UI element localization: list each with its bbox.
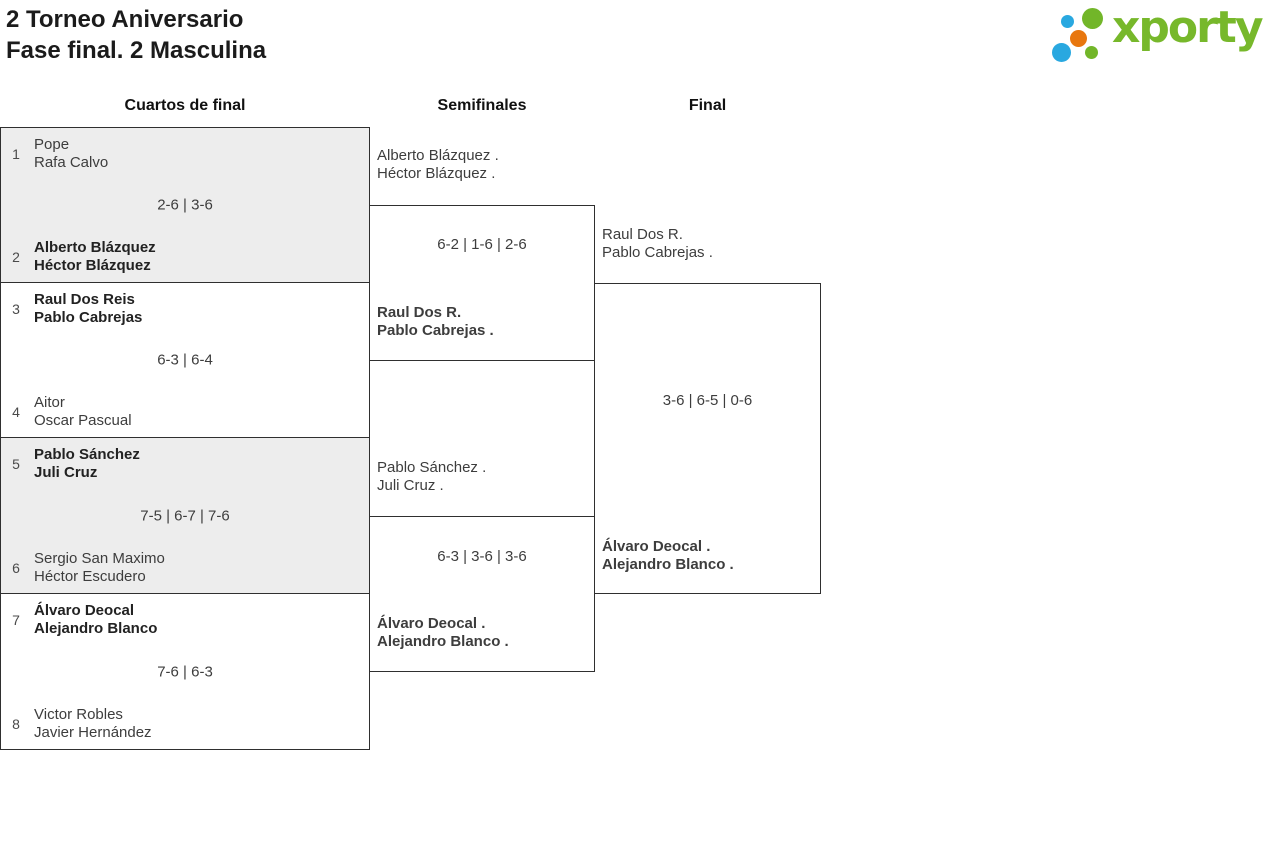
round-header-semifinals: Semifinales <box>437 97 527 114</box>
tournament-name: 2 Torneo Aniversario <box>6 6 244 33</box>
seed-number: 4 <box>12 404 20 420</box>
player-name: Juli Cruz . <box>377 477 444 494</box>
team-players: Álvaro Deocal . Alejandro Blanco . <box>377 615 509 651</box>
player-name: Alberto Blázquez <box>34 239 156 256</box>
player-name: Raul Dos R. <box>377 304 462 321</box>
player-name: Aitor <box>34 394 65 411</box>
team-players: Raul Dos Reis Pablo Cabrejas <box>34 291 142 327</box>
player-name: Alberto Blázquez . <box>377 147 499 164</box>
team-row: 8 Victor Robles Javier Hernández <box>10 706 360 742</box>
seed-number: 3 <box>12 301 20 317</box>
team-players: Sergio San Maximo Héctor Escudero <box>34 550 165 586</box>
player-name: Pablo Sánchez <box>34 446 140 463</box>
team-players: Victor Robles Javier Hernández <box>34 706 152 742</box>
team-row: 4 Aitor Oscar Pascual <box>10 394 360 430</box>
seed-number: 6 <box>12 560 20 576</box>
team-players: Álvaro Deocal Alejandro Blanco <box>34 602 157 638</box>
player-name: Javier Hernández <box>34 724 152 741</box>
player-name: Álvaro Deocal . <box>602 538 711 555</box>
player-name: Pablo Sánchez . <box>377 459 487 476</box>
match-score: 6-3 | 6-4 <box>157 351 213 369</box>
logo-dot-icon <box>1052 43 1071 62</box>
phase-subtitle: Fase final. 2 Masculina <box>6 37 267 64</box>
seed-number: 7 <box>12 612 20 628</box>
match-score: 7-5 | 6-7 | 7-6 <box>140 507 230 524</box>
team-players: Raul Dos R. Pablo Cabrejas . <box>377 304 494 340</box>
team-players: Pablo Sánchez . Juli Cruz . <box>377 459 486 495</box>
match-qf-2: 3 Raul Dos Reis Pablo Cabrejas 6-3 | 6-4… <box>0 282 370 438</box>
team-row: 6 Sergio San Maximo Héctor Escudero <box>10 550 360 586</box>
team-players: Alberto Blázquez . Héctor Blázquez . <box>377 147 499 183</box>
logo-dot-icon <box>1061 15 1074 28</box>
team-row: 2 Alberto Blázquez Héctor Blázquez <box>10 239 360 275</box>
seed-number: 5 <box>12 456 20 472</box>
match-score: 2-6 | 3-6 <box>157 196 213 214</box>
player-name: Alejandro Blanco <box>34 620 158 637</box>
logo-wordmark: xporty <box>1112 2 1264 53</box>
team-players: Aitor Oscar Pascual <box>34 394 132 430</box>
logo-dot-icon <box>1070 30 1087 47</box>
player-name: Álvaro Deocal . <box>377 615 486 632</box>
match-score: 3-6 | 6-5 | 0-6 <box>662 392 753 409</box>
player-name: Sergio San Maximo <box>34 550 165 567</box>
player-name: Victor Robles <box>34 706 123 723</box>
team-row: 5 Pablo Sánchez Juli Cruz <box>10 446 360 482</box>
player-name: Álvaro Deocal <box>34 602 135 619</box>
xporty-logo[interactable]: xporty <box>1050 0 1280 70</box>
player-name: Pablo Cabrejas . <box>377 322 494 339</box>
player-name: Alejandro Blanco . <box>377 633 509 650</box>
match-qf-1: 1 Pope Rafa Calvo 2-6 | 3-6 2 Alberto Bl… <box>0 127 370 283</box>
logo-dot-icon <box>1082 8 1103 29</box>
logo-dot-icon <box>1085 46 1098 59</box>
match-sf-2-box <box>369 516 595 672</box>
team-row: 7 Álvaro Deocal Alejandro Blanco <box>10 602 360 638</box>
player-name: Juli Cruz <box>34 464 98 481</box>
match-qf-4: 7 Álvaro Deocal Alejandro Blanco 7-6 | 6… <box>0 593 370 750</box>
player-name: Raul Dos R. <box>602 226 683 243</box>
team-players: Álvaro Deocal . Alejandro Blanco . <box>602 538 734 574</box>
team-players: Alberto Blázquez Héctor Blázquez <box>34 239 156 275</box>
page-title: 2 Torneo Aniversario Fase final. 2 Mascu… <box>6 4 266 66</box>
match-score: 6-3 | 3-6 | 3-6 <box>437 548 527 565</box>
player-name: Pablo Cabrejas . <box>602 244 713 261</box>
team-row: 1 Pope Rafa Calvo <box>10 136 360 172</box>
player-name: Héctor Escudero <box>34 568 146 585</box>
player-name: Héctor Blázquez . <box>377 165 496 182</box>
player-name: Rafa Calvo <box>34 154 109 171</box>
player-name: Pope <box>34 136 70 153</box>
seed-number: 8 <box>12 716 20 732</box>
team-row: 3 Raul Dos Reis Pablo Cabrejas <box>10 291 360 327</box>
player-name: Oscar Pascual <box>34 412 132 429</box>
match-qf-3: 5 Pablo Sánchez Juli Cruz 7-5 | 6-7 | 7-… <box>0 437 370 594</box>
player-name: Pablo Cabrejas <box>34 309 143 326</box>
player-name: Héctor Blázquez <box>34 257 151 274</box>
team-players: Pope Rafa Calvo <box>34 136 108 172</box>
seed-number: 1 <box>12 146 20 162</box>
player-name: Raul Dos Reis <box>34 291 135 308</box>
match-score: 6-2 | 1-6 | 2-6 <box>437 236 527 253</box>
seed-number: 2 <box>12 249 20 265</box>
player-name: Alejandro Blanco . <box>602 556 734 573</box>
team-players: Pablo Sánchez Juli Cruz <box>34 446 140 482</box>
round-header-final: Final <box>688 97 727 114</box>
team-players: Raul Dos R. Pablo Cabrejas . <box>602 226 713 262</box>
round-header-quarterfinals: Cuartos de final <box>124 97 246 114</box>
match-score: 7-6 | 6-3 <box>157 663 213 680</box>
match-final-box <box>594 283 821 594</box>
